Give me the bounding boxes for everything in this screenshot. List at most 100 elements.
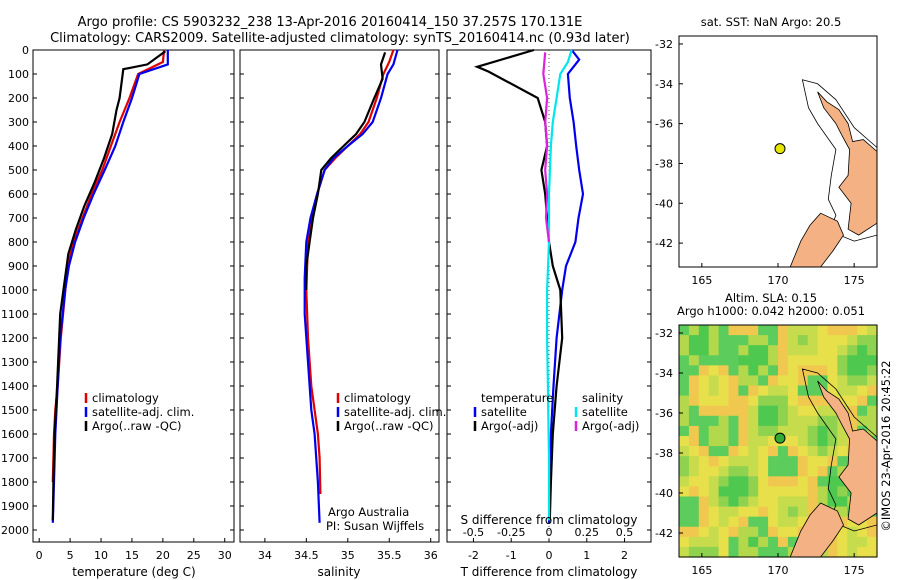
sla-cell — [787, 355, 799, 366]
temperature-legend-climatology: climatology — [92, 391, 159, 405]
sla-cell — [827, 546, 838, 558]
sla-cell — [728, 375, 739, 387]
sla-cell — [797, 435, 809, 447]
sla-cell — [748, 526, 759, 538]
sla-cell — [718, 456, 730, 467]
sla-cell — [857, 546, 868, 558]
sla-cell — [867, 526, 878, 538]
diff-xlabel-top: S difference from climatology — [461, 513, 638, 527]
sla-cell — [857, 335, 868, 346]
sla-cell — [728, 506, 739, 518]
x-tick-label: 170 — [768, 274, 789, 287]
x-tick-label: 1 — [583, 549, 590, 562]
sla-cell — [797, 385, 809, 397]
sla-cell — [748, 415, 759, 427]
y-tick-label: -38 — [655, 157, 673, 170]
sla-cell — [787, 325, 799, 336]
sla-cell — [787, 526, 799, 538]
sla-cell — [728, 516, 739, 528]
sla-cell — [698, 526, 710, 538]
sla-cell — [817, 355, 829, 366]
sla-cell — [758, 345, 769, 356]
argo-float-marker — [774, 432, 786, 444]
sla-cell — [778, 486, 789, 498]
sla-cell — [718, 415, 730, 427]
credit-timestamp: ©IMOS 23-Apr-2016 20:45:22 — [879, 360, 893, 531]
sla-cell — [807, 456, 819, 467]
x-tick-label: 30 — [218, 549, 232, 562]
sla-cell — [867, 335, 878, 346]
x-tick-label: 35.5 — [377, 549, 402, 562]
sla-cell — [718, 536, 730, 548]
sla-cell — [837, 345, 848, 356]
sla-cell — [688, 486, 700, 498]
x-tick-label: 20 — [156, 549, 170, 562]
sla-cell — [778, 536, 789, 548]
sla-cell — [698, 506, 710, 518]
sla-cell — [679, 385, 690, 397]
sla-cell — [728, 476, 739, 487]
sla-cell — [728, 385, 739, 397]
sla-cell — [797, 335, 809, 346]
x-tick-label: 2 — [621, 549, 628, 562]
sla-cell — [738, 385, 749, 397]
sla-cell — [708, 446, 720, 457]
sla-cell — [807, 385, 819, 397]
sla-cell — [857, 526, 868, 538]
sla-cell — [758, 466, 769, 477]
sla-cell — [758, 486, 769, 498]
sla-cell — [797, 466, 809, 477]
y-tick-label: 0 — [22, 44, 29, 57]
sla-cell — [758, 395, 769, 407]
sla-cell — [867, 375, 878, 387]
sla-cell — [768, 516, 779, 528]
sla-cell — [778, 516, 789, 528]
sla-cell — [679, 466, 690, 477]
sla-cell — [817, 456, 829, 467]
y-tick-label: -42 — [655, 527, 673, 540]
sla-cell — [748, 466, 759, 477]
y-tick-label: -32 — [655, 327, 673, 340]
sla-cell — [817, 395, 829, 407]
sla-cell — [797, 496, 809, 508]
sla-cell — [738, 516, 749, 528]
x-top-tick-label: -0.25 — [497, 526, 525, 539]
sla-cell — [827, 375, 838, 387]
sla-cell — [728, 466, 739, 477]
sla-cell — [867, 385, 878, 397]
sla-cell — [787, 516, 799, 528]
sla-cell — [688, 405, 700, 417]
x-tick-label: 175 — [844, 564, 865, 577]
sla-cell — [698, 395, 710, 407]
plot-frame — [32, 49, 235, 543]
sla-cell — [787, 385, 799, 397]
sla-cell — [867, 325, 878, 336]
sla-cell — [738, 365, 749, 377]
sla-cell — [807, 435, 819, 447]
sla-cell — [758, 435, 769, 447]
sla-cell — [758, 425, 769, 437]
sla-cell — [827, 345, 838, 356]
sla-cell — [787, 476, 799, 487]
sla-cell — [867, 395, 878, 407]
sla-cell — [698, 496, 710, 508]
sla-cell — [688, 325, 700, 336]
sla-cell — [768, 415, 779, 427]
sla-cell — [688, 345, 700, 356]
sla-cell — [787, 446, 799, 457]
sla-cell — [698, 446, 710, 457]
sla-cell — [797, 405, 809, 417]
sla-map-title-1: Altim. SLA: 0.15 — [725, 291, 817, 305]
temperature-xlabel: temperature (deg C) — [72, 565, 195, 579]
sla-cell — [817, 375, 829, 387]
sla-cell — [758, 496, 769, 508]
sla-cell — [867, 405, 878, 417]
sla-cell — [688, 385, 700, 397]
sla-cell — [778, 375, 789, 387]
sla-cell — [867, 345, 878, 356]
sla-cell — [728, 456, 739, 467]
sla-cell — [847, 526, 858, 538]
sla-cell — [778, 405, 789, 417]
sla-cell — [768, 456, 779, 467]
sla-cell — [787, 536, 799, 548]
